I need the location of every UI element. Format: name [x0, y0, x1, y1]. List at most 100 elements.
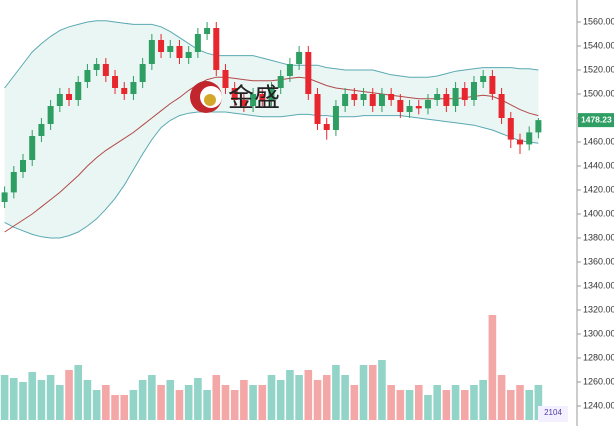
last-price-label: 1478.23 — [581, 114, 612, 124]
volume-bar — [488, 315, 497, 420]
volume-bar — [74, 365, 83, 420]
middle-band — [4, 76, 539, 233]
volume-bar — [120, 395, 129, 420]
candle-body — [47, 106, 54, 124]
candle-body — [84, 70, 91, 82]
volume-bar — [157, 385, 165, 420]
volume-bar — [83, 380, 92, 420]
candle-body — [369, 94, 376, 106]
volume-bar — [470, 385, 478, 420]
candle-body — [268, 88, 275, 100]
volume-bar — [10, 378, 18, 420]
candle-body — [424, 100, 431, 109]
candle-body — [498, 94, 505, 118]
candle-body — [360, 94, 367, 100]
candle-body — [415, 106, 422, 109]
logo-dot — [204, 94, 216, 106]
candle-body — [148, 40, 155, 64]
volume-bar — [249, 385, 257, 420]
candle-body — [204, 28, 211, 34]
volume-bar — [525, 390, 533, 420]
volume-bar — [378, 360, 386, 420]
candle-body — [443, 94, 450, 106]
candle-body — [56, 94, 63, 106]
candle-body — [185, 52, 192, 58]
volume-bar — [175, 390, 184, 420]
candle-body — [434, 94, 441, 100]
candle-body — [406, 106, 413, 112]
y-tick-label: 1280.00 — [583, 352, 614, 362]
candle-body — [102, 64, 109, 76]
candle-body — [130, 82, 137, 94]
volume-bar — [102, 385, 110, 420]
volume-bar — [387, 385, 395, 420]
y-tick-label: 1340.00 — [583, 280, 614, 290]
volume-bar — [28, 372, 37, 420]
candle-body — [480, 76, 487, 82]
logo: 金盛 — [190, 81, 280, 114]
candle-body — [121, 88, 128, 94]
candle-body — [158, 40, 165, 52]
volume-bar — [313, 380, 322, 420]
candle-body — [38, 124, 45, 136]
watermark: 金盛 — [228, 84, 280, 114]
volume-bar — [65, 370, 73, 420]
candle-body — [250, 94, 257, 106]
volume-bar — [230, 390, 239, 420]
last-price-box — [578, 113, 614, 128]
candle-body — [351, 94, 358, 100]
volume-bar — [148, 375, 156, 420]
candle-body — [342, 94, 349, 106]
candle-body — [388, 94, 395, 100]
volume-bar — [341, 375, 349, 420]
candle-body — [489, 76, 496, 94]
candle-body — [397, 100, 404, 112]
volume-bar — [460, 390, 469, 420]
volume-bar — [46, 375, 55, 420]
candle-body — [286, 64, 293, 76]
volume-bar — [166, 380, 175, 420]
y-tick-label: 1320.00 — [583, 304, 614, 314]
candle-body — [461, 88, 468, 100]
volume-bar — [37, 380, 46, 420]
y-tick-label: 1460.00 — [583, 136, 614, 146]
candle-body — [240, 100, 247, 106]
upper-band — [4, 20, 539, 89]
y-tick-label: 1400.00 — [583, 208, 614, 218]
candle-body — [526, 132, 533, 145]
volume-bar — [479, 380, 487, 420]
candle-body — [452, 88, 459, 106]
candle-body — [296, 52, 303, 64]
y-tick-label: 1540.00 — [583, 40, 614, 50]
volume-bar — [350, 385, 359, 420]
volume-bar — [267, 375, 276, 420]
volume-bar — [92, 390, 101, 420]
volume-bar — [304, 370, 313, 420]
candle-body — [93, 64, 100, 70]
volume-bar — [295, 375, 303, 420]
y-tick-label: 1520.00 — [583, 64, 614, 74]
volume-bar — [405, 390, 414, 420]
y-tick-label: 1560.00 — [583, 16, 614, 26]
volume-bar — [0, 375, 9, 420]
y-tick-label: 1240.00 — [583, 400, 614, 410]
candle-body — [277, 76, 284, 88]
badge: 2104 — [544, 408, 562, 417]
y-tick-label: 1260.00 — [583, 376, 614, 386]
candle-body — [139, 64, 146, 82]
candle-body — [20, 160, 27, 172]
volume-bar — [534, 385, 543, 420]
candle-body — [194, 34, 201, 52]
volume-bar — [184, 385, 193, 420]
candle-body — [66, 94, 73, 100]
candle-body — [305, 52, 312, 94]
candle-body — [222, 70, 229, 88]
volume-bar — [138, 380, 147, 420]
candle-body — [29, 136, 36, 160]
badge-box — [538, 406, 568, 422]
candle-body — [10, 172, 17, 193]
candle-body — [167, 46, 174, 52]
candle-body — [378, 94, 385, 106]
volume-bar — [286, 370, 294, 420]
volume-bar — [414, 385, 423, 420]
